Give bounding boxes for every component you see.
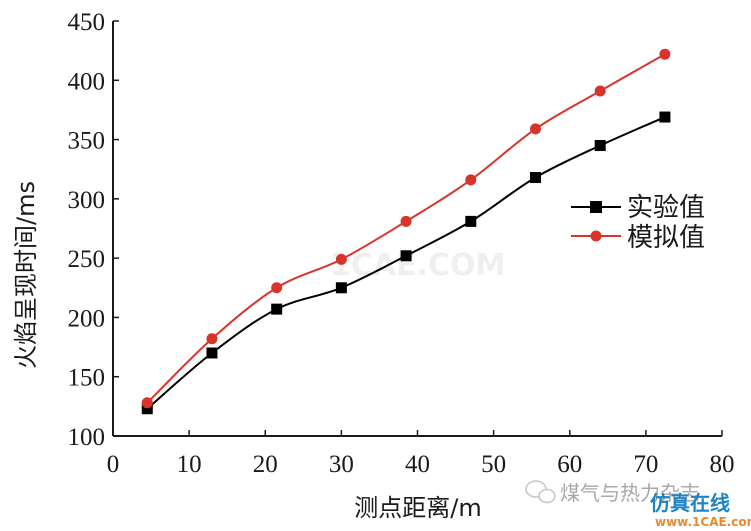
series-layer: [141, 48, 671, 415]
x-axis-title: 测点距离/m: [354, 494, 481, 522]
y-axis-title: 火焰呈现时间/ms: [12, 181, 40, 369]
data-point: [335, 253, 347, 265]
legend-label-simulation: 模拟值: [627, 223, 705, 253]
axes: [112, 20, 723, 437]
series-line-1: [146, 53, 666, 404]
data-point: [594, 85, 606, 97]
x-tick-label: 80: [710, 451, 735, 478]
data-point: [659, 111, 671, 123]
legend-label-experiment: 实验值: [627, 193, 705, 223]
data-point: [271, 303, 283, 315]
data-point: [271, 282, 283, 294]
legend-marker-experiment: [590, 201, 602, 213]
tick-labels: 0 10 20 30 40 50 60 70 80 100 150 200 250 300 350 400 45…: [68, 9, 735, 478]
y-tick-label: 350: [68, 128, 106, 155]
brand-watermark: 煤气与热力杂志 仿真在线 www.1CAE.com: [525, 480, 751, 529]
data-point: [659, 48, 671, 60]
y-tick-label: 100: [68, 424, 106, 451]
data-point: [529, 172, 541, 184]
data-point: [141, 397, 153, 409]
wechat-icon: [525, 480, 556, 504]
x-tick-label: 60: [557, 451, 582, 478]
legend: 实验值 模拟值: [571, 193, 705, 253]
brand-text: 煤气与热力杂志: [560, 481, 700, 505]
x-tick-label: 70: [633, 451, 658, 478]
data-point: [400, 215, 412, 227]
data-point: [206, 333, 218, 345]
y-tick-label: 450: [68, 9, 106, 36]
x-tick-label: 0: [107, 451, 120, 478]
x-tick-label: 20: [253, 451, 278, 478]
y-tick-label: 300: [68, 187, 106, 214]
x-tick-label: 40: [405, 451, 430, 478]
data-point: [529, 123, 541, 135]
y-tick-label: 250: [68, 246, 106, 273]
data-point: [594, 140, 606, 151]
data-point: [465, 215, 477, 227]
data-point: [206, 347, 218, 359]
y-tick-label: 400: [68, 68, 106, 95]
x-tick-label: 30: [329, 451, 354, 478]
watermark-layer: 1CAE.COM: [330, 248, 505, 283]
footer-text-top: 仿真在线: [650, 491, 730, 515]
data-point: [141, 403, 153, 415]
data-point: [400, 250, 412, 262]
y-tick-label: 150: [68, 365, 106, 392]
data-point: [465, 174, 477, 186]
legend-marker-simulation: [590, 230, 602, 242]
x-tick-label: 10: [177, 451, 202, 478]
footer-text-bottom: www.1CAE.com: [655, 515, 751, 529]
data-point: [335, 282, 347, 294]
y-tick-label: 200: [68, 305, 106, 332]
watermark-site-text: 1CAE.COM: [330, 248, 505, 283]
x-tick-label: 50: [481, 451, 506, 478]
